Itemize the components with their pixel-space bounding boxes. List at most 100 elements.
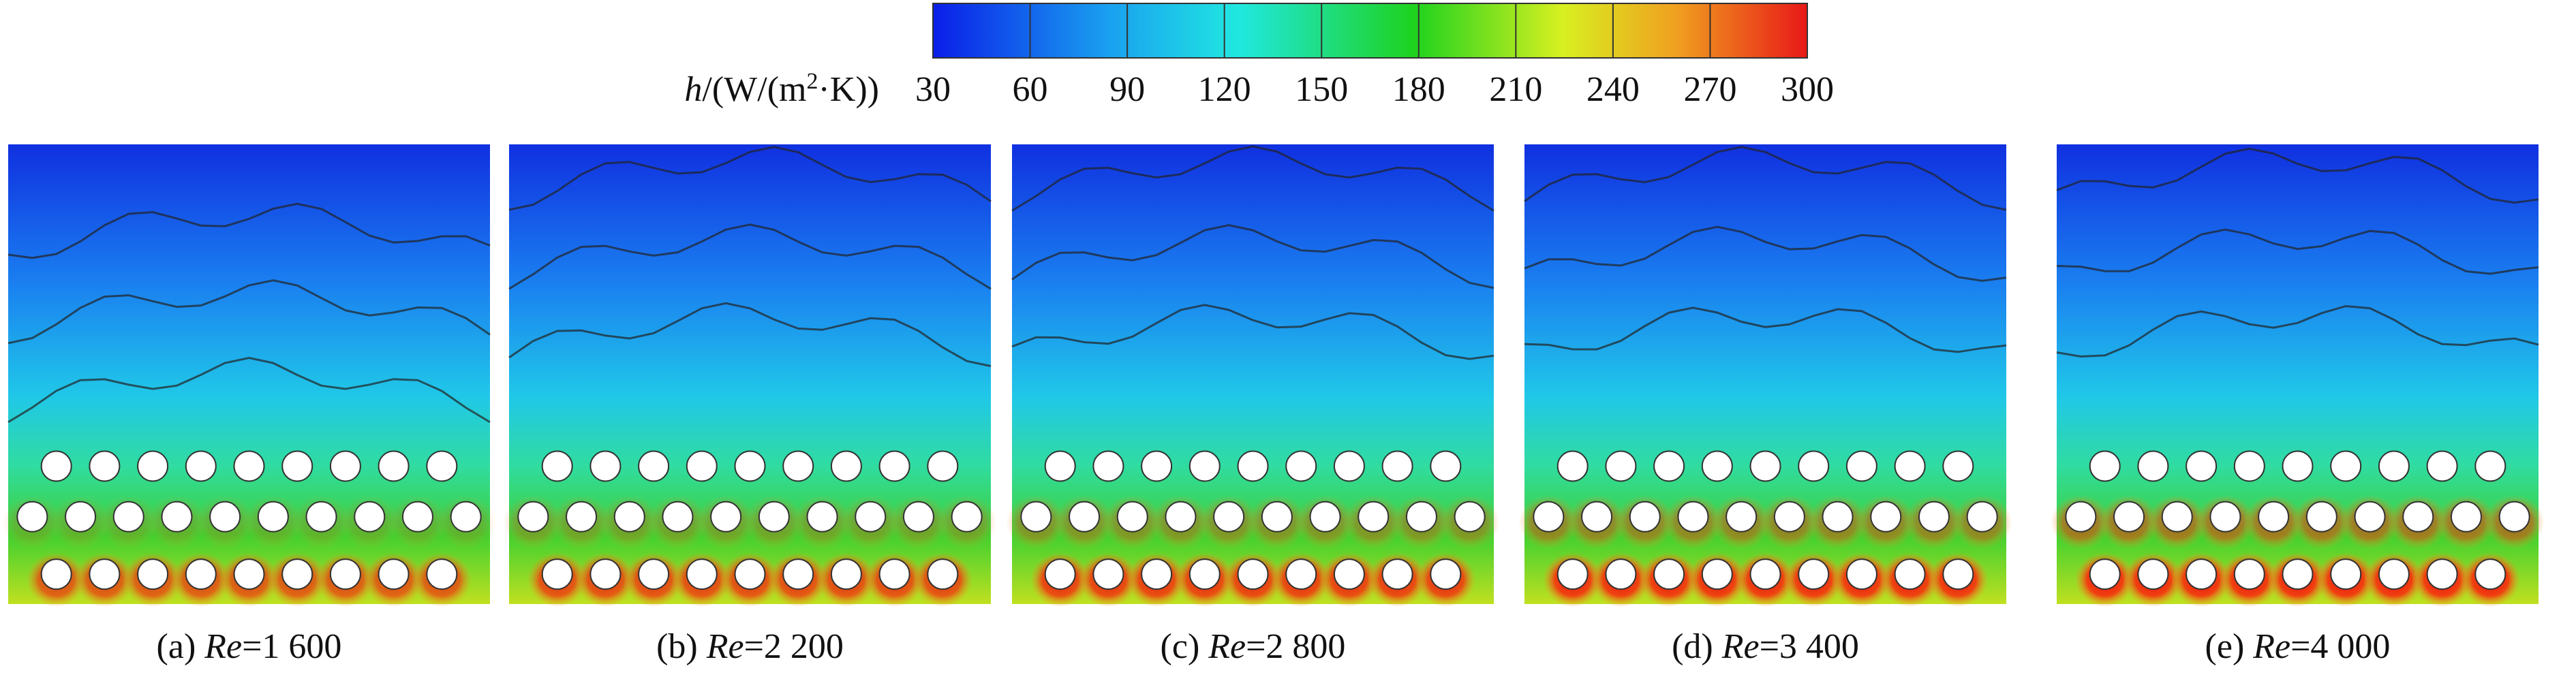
panel-caption: (d) Re=3 400 <box>1672 627 1859 666</box>
caption-variable: Re <box>706 627 744 666</box>
caption-value: =2 200 <box>744 627 844 666</box>
tube <box>89 450 121 482</box>
tube <box>329 558 361 590</box>
contour-line <box>2056 304 2539 358</box>
tube <box>401 501 433 533</box>
tube <box>878 450 910 482</box>
colorbar-tick-label: 180 <box>1392 70 1445 109</box>
tube <box>2498 501 2530 533</box>
tube <box>1044 450 1076 482</box>
tube <box>1213 501 1245 533</box>
tube <box>137 558 169 590</box>
tube <box>185 558 217 590</box>
tube <box>1069 501 1101 533</box>
tube <box>613 501 645 533</box>
label-units: /(W/(m <box>702 70 806 109</box>
tube <box>1189 450 1221 482</box>
contour-line <box>1524 306 2007 353</box>
caption-value: =4 000 <box>2290 627 2390 666</box>
caption-value: =2 800 <box>1246 627 1345 666</box>
tube <box>329 450 361 482</box>
tube <box>662 501 694 533</box>
tube <box>2450 501 2482 533</box>
caption-prefix: (a) <box>157 627 196 666</box>
tube <box>1918 501 1950 533</box>
contour-line <box>508 223 992 290</box>
tube <box>1533 501 1565 533</box>
panel-caption: (c) Re=2 800 <box>1161 627 1346 666</box>
colorbar-tick-label: 300 <box>1781 70 1834 109</box>
tube <box>1605 558 1637 590</box>
tube <box>927 558 959 590</box>
tube <box>450 501 482 533</box>
tube <box>2137 558 2169 590</box>
colorbar-tick-label: 90 <box>1109 70 1145 109</box>
caption-variable: Re <box>1721 627 1760 666</box>
tube <box>1798 450 1830 482</box>
tube <box>1333 558 1365 590</box>
tube <box>1358 501 1390 533</box>
tube <box>89 558 121 590</box>
colorbar-tick-label: 270 <box>1683 70 1736 109</box>
tube <box>2233 558 2265 590</box>
tube <box>1629 501 1661 533</box>
contour-panel <box>2 144 496 607</box>
tube <box>378 450 410 482</box>
tube <box>1870 501 1902 533</box>
contour-line <box>1011 145 1494 212</box>
tube <box>2161 501 2193 533</box>
tube <box>734 450 766 482</box>
colorbar-tick-label: 30 <box>915 70 951 109</box>
tube <box>1749 450 1781 482</box>
tube <box>517 501 549 533</box>
panel-caption: (b) Re=2 200 <box>656 627 844 666</box>
tube <box>2186 450 2218 482</box>
contour-line <box>7 356 491 424</box>
tube <box>257 501 289 533</box>
tube <box>1237 558 1269 590</box>
tube <box>1894 558 1926 590</box>
tube <box>927 450 959 482</box>
tube <box>1605 450 1637 482</box>
tube <box>2474 558 2506 590</box>
caption-space <box>196 627 204 666</box>
caption-value: =1 600 <box>242 627 341 666</box>
colorbar-tick-label: 240 <box>1586 70 1640 109</box>
label-sup: 2 <box>806 69 818 94</box>
tube <box>112 501 144 533</box>
tube <box>1261 501 1293 533</box>
tube <box>830 450 862 482</box>
caption-variable: Re <box>2252 627 2290 666</box>
caption-prefix: (b) <box>656 627 698 666</box>
colorbar-tick-label: 120 <box>1198 70 1251 109</box>
caption-value: =3 400 <box>1760 627 1859 666</box>
caption-prefix: (e) <box>2205 627 2245 666</box>
tube <box>1020 501 1052 533</box>
tube <box>65 501 97 533</box>
contour-panel <box>1518 144 2012 607</box>
tube <box>1405 501 1437 533</box>
contour-line <box>1011 304 1494 360</box>
tube <box>209 501 241 533</box>
tube <box>426 450 458 482</box>
tube <box>1165 501 1197 533</box>
tube <box>2402 501 2434 533</box>
tube <box>878 558 910 590</box>
tube <box>830 558 862 590</box>
tube <box>1430 558 1462 590</box>
tube <box>1726 501 1758 533</box>
tube <box>541 450 573 482</box>
tube <box>305 501 337 533</box>
caption-space <box>698 627 707 666</box>
tube <box>1845 450 1877 482</box>
tube <box>541 558 573 590</box>
panel-caption: (e) Re=4 000 <box>2205 627 2391 666</box>
tube <box>137 450 169 482</box>
tube <box>2474 450 2506 482</box>
label-end: ·K)) <box>818 70 879 109</box>
contour-panel <box>1006 144 1500 607</box>
tube <box>1116 501 1148 533</box>
tube <box>1454 501 1486 533</box>
tube <box>2065 501 2097 533</box>
tube <box>1309 501 1341 533</box>
